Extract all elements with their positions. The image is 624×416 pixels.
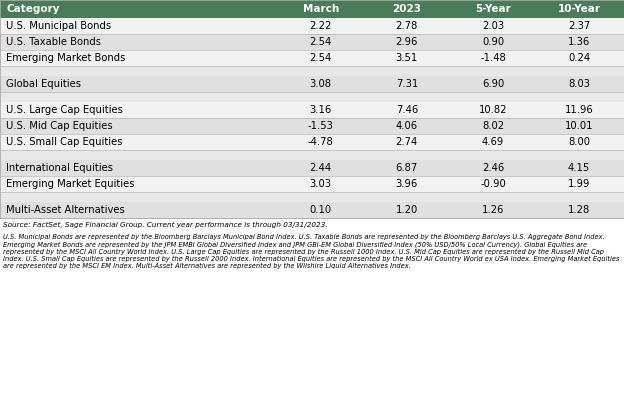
- Text: 2.74: 2.74: [396, 137, 418, 147]
- Bar: [0, 160, 624, 176]
- Text: 2.22: 2.22: [310, 21, 332, 31]
- Text: International Equities: International Equities: [6, 163, 113, 173]
- Text: Multi-Asset Alternatives: Multi-Asset Alternatives: [6, 205, 125, 215]
- Text: 2.78: 2.78: [396, 21, 418, 31]
- Text: U.S. Municipal Bonds are represented by the Bloomberg Barclays Municipal Bond In: U.S. Municipal Bonds are represented by …: [3, 234, 620, 269]
- Text: 2.54: 2.54: [310, 53, 332, 63]
- Text: U.S. Municipal Bonds: U.S. Municipal Bonds: [6, 21, 111, 31]
- Bar: [0, 92, 624, 102]
- Text: 7.46: 7.46: [396, 105, 418, 115]
- Text: 8.02: 8.02: [482, 121, 504, 131]
- Bar: [0, 66, 624, 76]
- Text: 0.10: 0.10: [310, 205, 332, 215]
- Text: March: March: [303, 4, 339, 14]
- Text: 3.03: 3.03: [310, 179, 332, 189]
- Text: 10.01: 10.01: [565, 121, 593, 131]
- Text: 2.54: 2.54: [310, 37, 332, 47]
- Text: 1.26: 1.26: [482, 205, 504, 215]
- Text: U.S. Large Cap Equities: U.S. Large Cap Equities: [6, 105, 123, 115]
- Bar: [0, 34, 624, 50]
- Text: 3.16: 3.16: [310, 105, 332, 115]
- Text: 6.87: 6.87: [396, 163, 418, 173]
- Text: 1.36: 1.36: [568, 37, 590, 47]
- Text: Global Equities: Global Equities: [6, 79, 81, 89]
- Text: 2023: 2023: [392, 4, 421, 14]
- Text: Category: Category: [6, 4, 60, 14]
- Bar: [0, 76, 624, 92]
- Bar: [0, 18, 624, 34]
- Text: 10.82: 10.82: [479, 105, 507, 115]
- Text: -1.48: -1.48: [480, 53, 506, 63]
- Text: U.S. Taxable Bonds: U.S. Taxable Bonds: [6, 37, 101, 47]
- Text: 2.96: 2.96: [396, 37, 418, 47]
- Text: -1.53: -1.53: [308, 121, 334, 131]
- Text: -4.78: -4.78: [308, 137, 334, 147]
- Bar: [0, 118, 624, 134]
- Text: 3.51: 3.51: [396, 53, 418, 63]
- Text: 11.96: 11.96: [565, 105, 593, 115]
- Text: 4.06: 4.06: [396, 121, 418, 131]
- Text: 8.03: 8.03: [568, 79, 590, 89]
- Text: 10-Year: 10-Year: [558, 4, 600, 14]
- Text: U.S. Mid Cap Equities: U.S. Mid Cap Equities: [6, 121, 113, 131]
- Text: 2.44: 2.44: [310, 163, 332, 173]
- Text: 0.90: 0.90: [482, 37, 504, 47]
- Text: 5-Year: 5-Year: [475, 4, 511, 14]
- Text: 6.90: 6.90: [482, 79, 504, 89]
- Bar: [0, 202, 624, 218]
- Text: U.S. Small Cap Equities: U.S. Small Cap Equities: [6, 137, 123, 147]
- Text: 0.24: 0.24: [568, 53, 590, 63]
- Text: 3.96: 3.96: [396, 179, 418, 189]
- Text: Emerging Market Equities: Emerging Market Equities: [6, 179, 135, 189]
- Bar: [0, 192, 624, 202]
- Bar: [0, 150, 624, 160]
- Text: -0.90: -0.90: [480, 179, 506, 189]
- Text: Source: FactSet, Sage Financial Group. Current year performance is through 03/31: Source: FactSet, Sage Financial Group. C…: [3, 222, 328, 228]
- Bar: [0, 102, 624, 118]
- Text: 2.03: 2.03: [482, 21, 504, 31]
- Text: 1.20: 1.20: [396, 205, 418, 215]
- Text: 8.00: 8.00: [568, 137, 590, 147]
- Text: 3.08: 3.08: [310, 79, 332, 89]
- Text: 1.99: 1.99: [568, 179, 590, 189]
- Text: 4.15: 4.15: [568, 163, 590, 173]
- Text: Emerging Market Bonds: Emerging Market Bonds: [6, 53, 125, 63]
- Bar: [0, 134, 624, 150]
- Text: 7.31: 7.31: [396, 79, 418, 89]
- Text: 2.37: 2.37: [568, 21, 590, 31]
- Text: 4.69: 4.69: [482, 137, 504, 147]
- Bar: [0, 0, 624, 18]
- Bar: [0, 50, 624, 66]
- Text: 2.46: 2.46: [482, 163, 504, 173]
- Text: 1.28: 1.28: [568, 205, 590, 215]
- Bar: [0, 176, 624, 192]
